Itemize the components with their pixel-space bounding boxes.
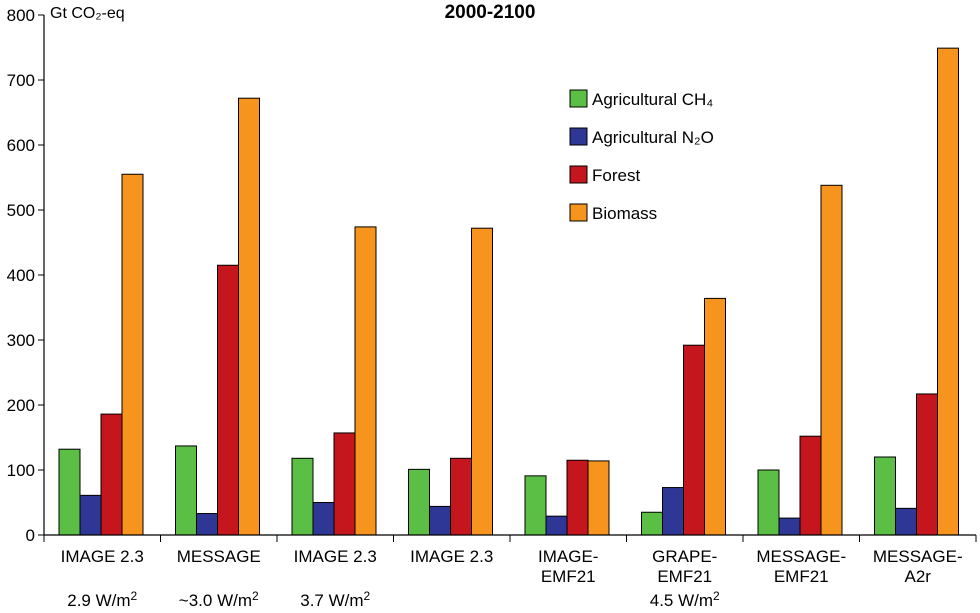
x-category-label: GRAPE-: [652, 547, 717, 566]
y-tick-label: 700: [7, 71, 35, 90]
legend-swatch: [569, 203, 588, 222]
bar-biomass-0: [121, 173, 144, 536]
bar-agricultural-n-o-3: [429, 505, 451, 536]
y-tick-label: 100: [7, 461, 35, 480]
bar-forest-2: [333, 432, 356, 536]
bar-agricultural-n-o-5: [662, 487, 684, 536]
bars-layer: [58, 47, 959, 536]
bar-biomass-5: [704, 297, 726, 536]
y-tick-label: 300: [7, 331, 35, 350]
bar-biomass-1: [238, 97, 260, 536]
legend-label: Biomass: [592, 204, 657, 223]
bar-agricultural-ch--1: [175, 445, 197, 536]
legend-swatch: [569, 165, 588, 184]
bar-agricultural-ch--4: [524, 475, 547, 536]
bar-agricultural-n-o-6: [778, 517, 801, 536]
legend-label: Agricultural N₂O: [592, 128, 714, 147]
x-category-label: IMAGE 2.3: [294, 547, 377, 566]
bar-agricultural-n-o-4: [545, 515, 568, 536]
y-tick-label: 200: [7, 396, 35, 415]
x-category-label: MESSAGE: [177, 547, 261, 566]
bar-agricultural-n-o-0: [79, 494, 102, 536]
bar-forest-1: [217, 264, 239, 536]
bar-agricultural-n-o-1: [196, 513, 218, 536]
x-category-label: MESSAGE-: [873, 547, 963, 566]
x-category-label: IMAGE 2.3: [410, 547, 493, 566]
y-tick-label: 600: [7, 136, 35, 155]
bar-agricultural-ch--0: [58, 448, 81, 536]
y-tick-label: 800: [7, 6, 35, 25]
bar-biomass-4: [587, 460, 610, 536]
y-tick-label: 400: [7, 266, 35, 285]
y-ticks-layer: 0 100 200 300 400 500 600 700 800: [7, 6, 44, 545]
bar-biomass-6: [820, 184, 843, 536]
bar-agricultural-ch--7: [874, 456, 896, 536]
forcing-label: 4.5 W/m2: [650, 589, 720, 610]
legend-label: Forest: [592, 166, 640, 185]
bar-biomass-2: [354, 226, 377, 536]
bar-forest-7: [916, 393, 938, 536]
bar-agricultural-ch--6: [757, 469, 780, 536]
bar-agricultural-ch--3: [408, 468, 430, 536]
forcing-label: 2.9 W/m2: [67, 589, 137, 610]
x-category-label: EMF21: [657, 567, 712, 586]
bar-biomass-3: [471, 227, 493, 536]
x-labels-layer: IMAGE 2.3 MESSAGE IMAGE 2.3 IMAGE 2.3 IMAGE-…: [61, 547, 963, 610]
chart-title: 2000-2100: [445, 2, 536, 23]
x-category-label: IMAGE-: [538, 547, 598, 566]
bar-agricultural-ch--2: [291, 457, 314, 536]
legend-label: Agricultural CH₄: [592, 90, 713, 109]
legend: Agricultural CH₄ Agricultural N₂O Forest Bi…: [569, 89, 714, 223]
bar-agricultural-n-o-7: [895, 507, 917, 536]
bar-forest-4: [566, 459, 589, 536]
x-category-label: EMF21: [541, 567, 596, 586]
x-category-label: MESSAGE-: [756, 547, 846, 566]
legend-swatch: [569, 127, 588, 146]
x-category-label: IMAGE 2.3: [61, 547, 144, 566]
y-tick-label: 0: [26, 526, 35, 545]
forcing-label: ~3.0 W/m2: [179, 589, 259, 610]
bar-agricultural-n-o-2: [312, 502, 335, 536]
bar-agricultural-ch--5: [641, 511, 663, 536]
forcing-label: 3.7 W/m2: [300, 589, 370, 610]
x-category-label: EMF21: [774, 567, 829, 586]
legend-swatch: [569, 89, 588, 108]
bar-forest-6: [799, 435, 822, 536]
bar-forest-5: [683, 344, 705, 536]
bar-biomass-7: [937, 47, 959, 536]
y-axis-unit-label: Gt CO₂-eq: [50, 5, 125, 22]
bar-forest-0: [100, 413, 123, 536]
bar-forest-3: [450, 457, 472, 536]
x-category-label: A2r: [905, 567, 932, 586]
y-tick-label: 500: [7, 201, 35, 220]
